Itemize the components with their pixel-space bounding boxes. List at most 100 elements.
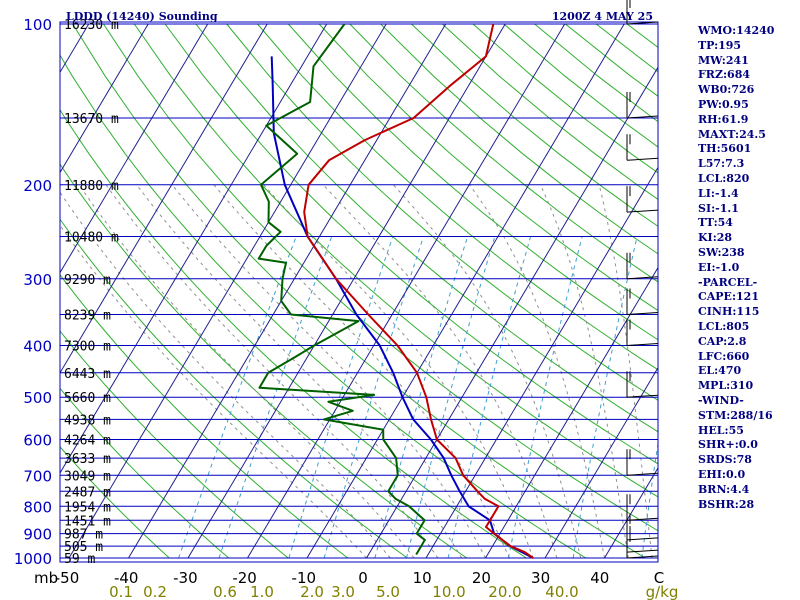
index-item: FRZ:684 (698, 68, 751, 82)
index-item: STM:288/16 (698, 408, 773, 422)
pressure-unit-label: mb (34, 569, 58, 587)
dry-adiabats (60, 23, 658, 559)
index-item: RH:61.9 (698, 112, 749, 126)
height-label: 4938 m (64, 413, 111, 428)
height-labels: 16230 m 13670 m 11880 m 10480 m 9290 m 8239 m… (64, 18, 119, 567)
mixing-ratio-tick-label: 0.2 (143, 583, 167, 600)
mixing-ratio-lines (178, 236, 658, 559)
isotherm (366, 66, 658, 559)
index-item: BSHR:28 (698, 497, 755, 511)
mixing-ratio-tick-label: 10.0 (432, 583, 465, 600)
index-item: MW:241 (698, 53, 749, 67)
mixing-ratio-line (178, 236, 297, 559)
temperature-tick-label: -20 (232, 569, 257, 587)
index-item: -WIND- (698, 393, 744, 407)
mixing-ratio-line (507, 236, 583, 559)
temperature-tick-label: -30 (173, 569, 198, 587)
height-label: 5660 m (64, 391, 111, 406)
pressure-tick-label: 600 (23, 432, 52, 450)
height-label: 6443 m (64, 367, 111, 382)
pressure-tick-label: 500 (23, 389, 52, 407)
pressure-tick-label: 1000 (14, 550, 52, 568)
wind-barb (626, 371, 659, 398)
height-label: 1954 m (64, 500, 111, 515)
wind-barb (626, 288, 659, 315)
index-item: SW:238 (698, 245, 745, 259)
temperature-tick-label: 40 (590, 569, 609, 587)
index-item: MAXT:24.5 (698, 127, 766, 141)
mixing-ratio-line (323, 236, 424, 559)
moist-adiabat (78, 184, 415, 559)
isotherm (60, 23, 149, 174)
mixing-ratio-tick-label: 1.0 (250, 583, 274, 600)
profiles (257, 23, 534, 559)
wind-barb (626, 134, 659, 161)
index-item: SHR+:0.0 (698, 438, 758, 452)
dry-adiabat (103, 23, 658, 532)
pressure-tick-label: 900 (23, 526, 52, 544)
temperature-tick-label: 20 (472, 569, 491, 587)
index-item: EI:-1.0 (698, 260, 740, 274)
moist-adiabat (60, 191, 391, 559)
mixing-ratio-tick-label: 5.0 (376, 583, 400, 600)
index-item: MPL:310 (698, 379, 754, 393)
isotherm (60, 23, 328, 474)
index-item: LI:-1.4 (698, 186, 739, 200)
height-label: 505 m (64, 540, 103, 555)
chart-date: 1200Z 4 MAY 25 (552, 10, 653, 23)
isotherm (306, 23, 625, 559)
mixing-ratio-line (218, 236, 333, 559)
index-item: SRDS:78 (698, 453, 752, 467)
mixing-ratio-tick-label: 0.6 (213, 583, 237, 600)
pressure-tick-label: 800 (23, 498, 52, 516)
height-label: 7300 m (64, 340, 111, 355)
height-label: 1451 m (64, 514, 111, 529)
height-label: 2487 m (64, 485, 111, 500)
index-item: HEL:55 (698, 423, 744, 437)
pressure-tick-label: 400 (23, 338, 52, 356)
mixing-ratio-line (447, 236, 532, 559)
height-label: 987 m (64, 528, 103, 543)
index-item: LFC:660 (698, 349, 750, 363)
isotherm (247, 23, 566, 559)
parcel-trace-line (270, 56, 534, 559)
index-item: EL:470 (698, 364, 742, 378)
temperature-line (303, 23, 534, 559)
chart-title: LDDD (14240) Sounding (66, 10, 218, 23)
wind-barb (626, 532, 659, 559)
height-label: 4264 m (64, 434, 111, 449)
isotherm (604, 466, 658, 559)
height-label: 3633 m (64, 452, 111, 467)
wind-barb (626, 186, 659, 213)
index-item: BRN:4.4 (698, 482, 750, 496)
mixing-ratio-tick-label: 3.0 (331, 583, 355, 600)
isotherm (544, 366, 658, 559)
index-item: L57:7.3 (698, 157, 745, 171)
index-item: WB0:726 (698, 83, 755, 97)
index-item: SI:-1.1 (698, 201, 739, 215)
height-label: 16230 m (64, 18, 119, 33)
index-item: PW:0.95 (698, 97, 749, 111)
height-label: 3049 m (64, 469, 111, 484)
pressure-tick-label: 300 (23, 271, 52, 289)
isotherm (128, 23, 447, 559)
isotherm (485, 266, 658, 559)
mixing-ratio-tick-label: 20.0 (488, 583, 521, 600)
wind-barb (626, 494, 659, 521)
isotherm (68, 23, 387, 559)
wind-barb (626, 0, 659, 25)
isotherm (60, 23, 209, 274)
index-item: LCL:820 (698, 171, 750, 185)
pressure-tick-label: 100 (23, 16, 52, 34)
pressure-tick-label: 200 (23, 177, 52, 195)
isotherm (425, 166, 658, 559)
index-item: EHI:0.0 (698, 467, 746, 481)
plot-frame (59, 21, 659, 563)
height-label: 8239 m (64, 309, 111, 324)
wind-barb (626, 513, 659, 541)
mixing-ratio-line (406, 236, 496, 559)
height-label: 9290 m (64, 273, 111, 288)
moist-adiabat (393, 184, 582, 559)
wind-barb (626, 319, 659, 346)
temperature-tick-label: -10 (292, 569, 317, 587)
